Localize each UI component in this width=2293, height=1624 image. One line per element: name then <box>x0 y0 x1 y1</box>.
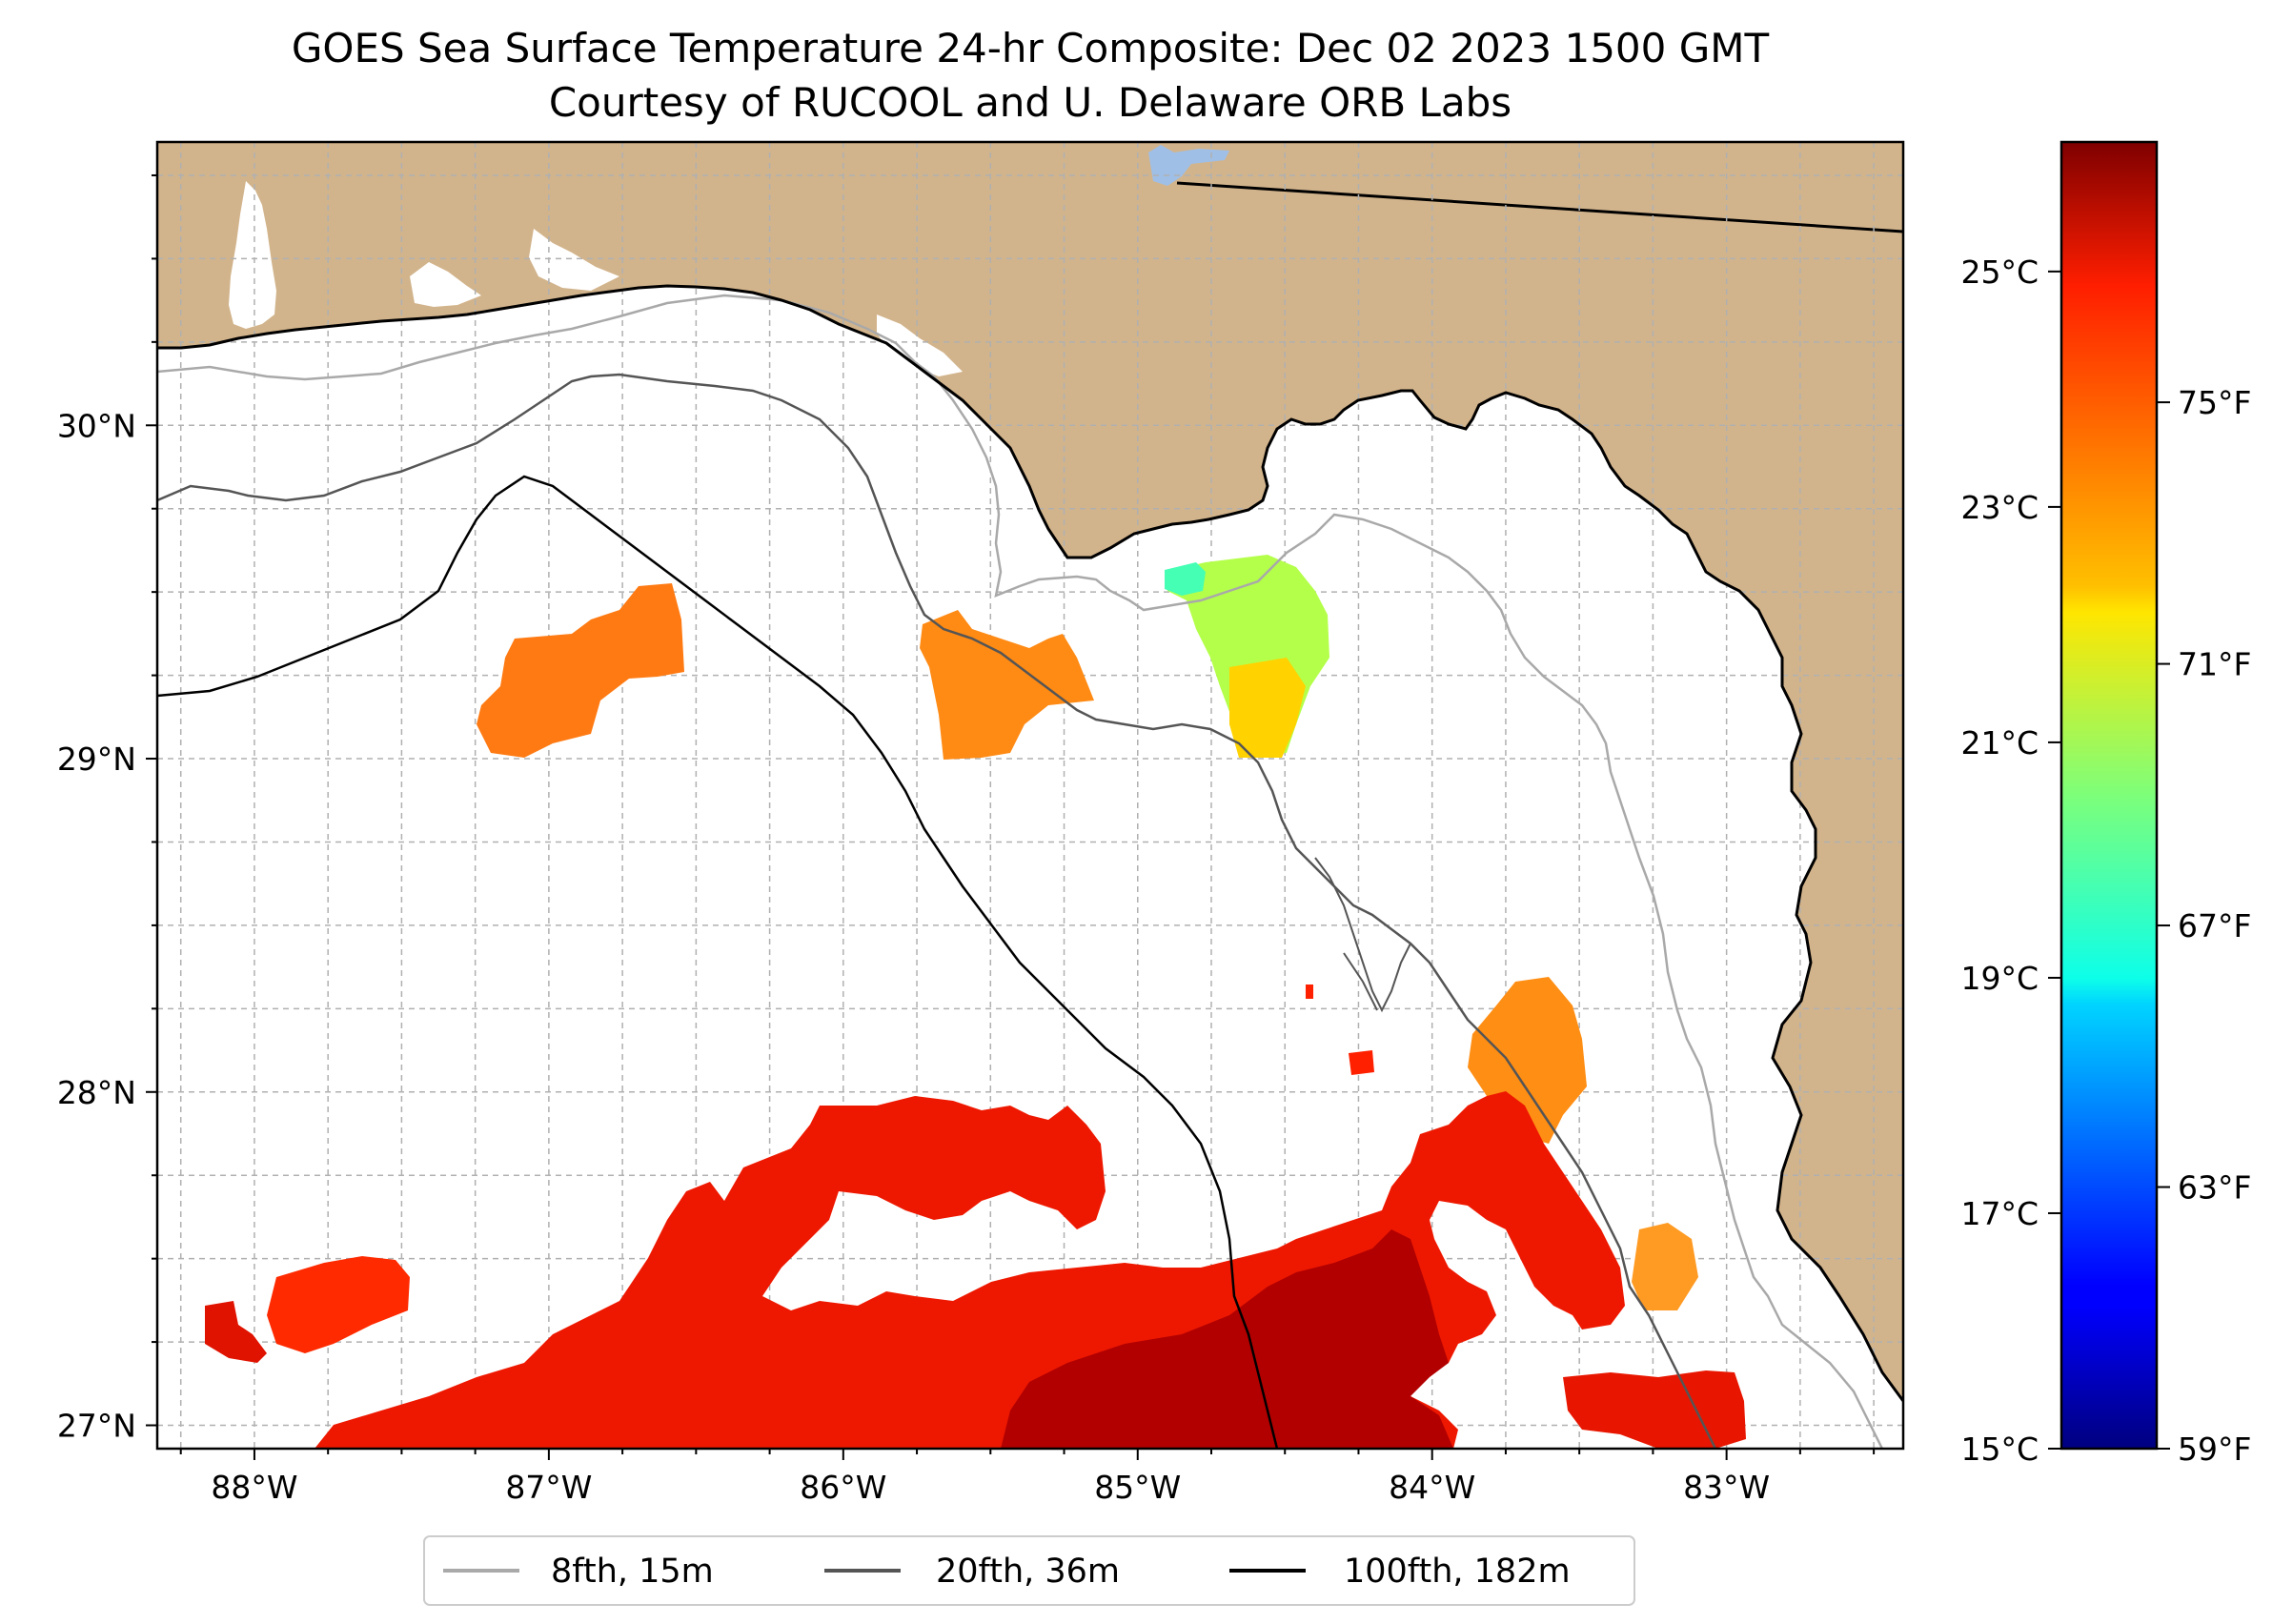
sst-patch-west <box>477 583 684 758</box>
figure-title-line1: GOES Sea Surface Temperature 24-hr Compo… <box>292 25 1770 71</box>
pensacola-bay <box>410 262 481 307</box>
sst-patch-apalachee-inshore <box>1165 562 1206 596</box>
lon-tick-label: 84°W <box>1389 1469 1475 1506</box>
colorbar-celsius-label: 21°C <box>1960 724 2039 761</box>
lon-tick-label: 87°W <box>505 1469 592 1506</box>
coastline <box>157 284 1903 1402</box>
legend-box <box>423 1535 1635 1606</box>
state-boundary <box>1176 181 1903 233</box>
lon-tick-label: 85°W <box>1094 1469 1181 1506</box>
colorbar: 25°C 23°C 21°C 19°C 17°C 15°C 75°F 71°F 67°F 63°… <box>1960 140 2251 1468</box>
colorbar-fahrenheit-label: 63°F <box>2178 1169 2251 1207</box>
contour-legend: 8fth, 15m 20fth, 36m 100fth, 182m <box>423 1535 1635 1606</box>
colorbar-fahrenheit-label: 75°F <box>2178 384 2251 421</box>
sst-patch-southern-core <box>1001 1229 1453 1449</box>
colorbar-celsius-label: 19°C <box>1960 960 2039 997</box>
choctawhatchee-bay <box>529 229 619 291</box>
legend-label-8fth: 8fth, 15m <box>551 1553 714 1591</box>
colorbar-celsius-label: 25°C <box>1960 254 2039 291</box>
colorbar-gradient <box>2060 140 2159 1451</box>
legend-label-20fth: 20fth, 36m <box>936 1553 1120 1591</box>
sst-patch-cape-san-blas <box>920 610 1094 760</box>
map-frame <box>155 140 1905 1451</box>
latitude-ticks: 30°N 29°N 28°N 27°N <box>57 173 157 1445</box>
sst-patch-small-east <box>1632 1223 1698 1310</box>
land-north <box>157 142 1903 1401</box>
sst-patch-southwest-2 <box>267 1256 410 1353</box>
lat-tick-label: 27°N <box>57 1408 136 1445</box>
colorbar-fahrenheit-label: 71°F <box>2178 646 2251 683</box>
mobile-bay <box>229 181 276 329</box>
colorbar-fahrenheit-ticks: 75°F 71°F 67°F 63°F 59°F <box>2157 384 2251 1468</box>
lon-tick-label: 86°W <box>800 1469 886 1506</box>
contour-8fth <box>157 294 1884 1449</box>
lon-tick-label: 83°W <box>1683 1469 1770 1506</box>
map-panel <box>157 142 1903 1449</box>
colorbar-celsius-label: 15°C <box>1960 1431 2039 1468</box>
colorbar-celsius-label: 17°C <box>1960 1195 2039 1232</box>
lat-tick-label: 28°N <box>57 1074 136 1111</box>
contour-20fth <box>157 373 1717 1449</box>
sst-patch-apalachee-south <box>1229 658 1306 758</box>
sst-patch-speck-2 <box>1306 985 1313 999</box>
figure-title-line2: Courtesy of RUCOOL and U. Delaware ORB L… <box>549 79 1512 126</box>
contour-100fth <box>157 475 1279 1449</box>
sst-patches <box>205 555 1746 1449</box>
sst-patch-southeast <box>1563 1370 1746 1449</box>
sst-patch-speck-1 <box>1349 1050 1374 1075</box>
lat-tick-label: 30°N <box>57 407 136 444</box>
st-andrew-bay <box>877 315 963 376</box>
colorbar-fahrenheit-label: 67°F <box>2178 907 2251 944</box>
sst-patch-southwest-1 <box>205 1301 267 1363</box>
lat-tick-label: 29°N <box>57 741 136 778</box>
colorbar-celsius-label: 23°C <box>1960 489 2039 526</box>
legend-label-100fth: 100fth, 182m <box>1344 1553 1571 1591</box>
colorbar-celsius-ticks: 25°C 23°C 21°C 19°C 17°C 15°C <box>1960 254 2061 1468</box>
lon-tick-label: 88°W <box>211 1469 297 1506</box>
colorbar-fahrenheit-label: 59°F <box>2178 1431 2251 1468</box>
contour-20fth-islands <box>1314 857 1411 1013</box>
longitude-ticks: 88°W 87°W 86°W 85°W 84°W 83°W <box>179 1449 1876 1506</box>
